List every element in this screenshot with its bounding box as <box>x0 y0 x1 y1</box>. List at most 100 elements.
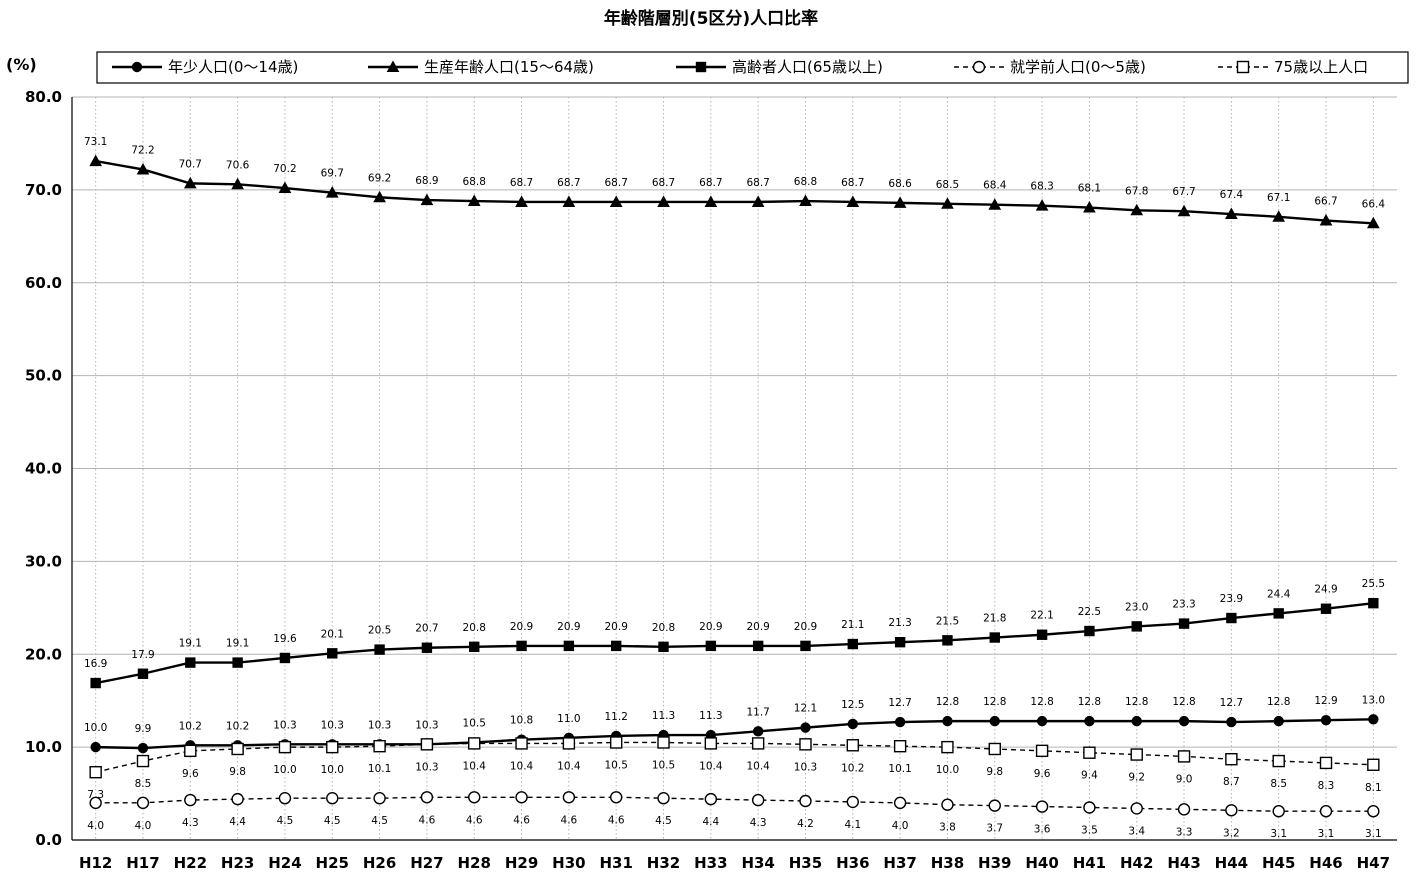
series-line <box>95 159 1374 225</box>
data-point <box>1177 803 1191 816</box>
data-label: 10.0 <box>936 764 959 776</box>
data-point <box>704 737 718 750</box>
data-point <box>1320 603 1332 614</box>
data-point <box>799 794 812 808</box>
data-label: 11.2 <box>605 711 628 723</box>
data-label: 68.7 <box>510 177 533 189</box>
axes: 0.0 10.0 20.0 30.0 40.0 50.0 60.0 70.0 80.0 H12 H1… <box>25 88 1397 872</box>
data-label: 68.7 <box>841 177 864 189</box>
data-point <box>89 766 102 779</box>
data-point <box>800 722 811 733</box>
data-label: 68.9 <box>415 175 438 187</box>
data-point <box>137 742 149 754</box>
data-point <box>515 791 528 804</box>
series-line <box>95 718 1374 750</box>
data-point <box>420 193 434 206</box>
data-label: 10.4 <box>463 760 487 772</box>
data-label: 4.5 <box>277 815 294 827</box>
data-label: 4.4 <box>702 816 719 828</box>
data-label: 3.7 <box>986 823 1003 835</box>
x-tick-label: H28 <box>458 854 491 872</box>
data-label: 20.1 <box>321 628 344 640</box>
data-label: 3.1 <box>1365 828 1382 840</box>
data-point <box>90 741 101 753</box>
data-label: 12.8 <box>1078 696 1101 708</box>
data-label: 67.8 <box>1125 185 1148 197</box>
series-layer: 10.0 9.9 10.2 10.2 10.3 10.3 10.3 10.3 10.5 10.8 1… <box>84 136 1385 840</box>
y-tick-label: 70.0 <box>25 181 62 199</box>
y-tick-label: 30.0 <box>25 552 62 570</box>
data-point <box>232 657 243 668</box>
data-label: 4.0 <box>135 820 152 832</box>
x-tick-label: H40 <box>1025 854 1058 872</box>
data-point <box>1083 746 1096 759</box>
data-label: 4.2 <box>797 818 814 830</box>
series-2: 73.1 72.2 70.7 70.6 70.2 69.7 69.2 68.9 68.8 68.7… <box>84 136 1385 229</box>
data-point <box>1272 210 1286 222</box>
data-label: 4.3 <box>182 817 199 829</box>
series-1: 10.0 9.9 10.2 10.2 10.3 10.3 10.3 10.3 10.5 10.8 1… <box>84 694 1385 754</box>
data-label: 20.8 <box>652 622 675 634</box>
legend-marker <box>1236 60 1250 74</box>
data-point <box>657 736 670 749</box>
data-point <box>942 715 953 727</box>
x-tick-label: H38 <box>931 854 964 872</box>
legend-box <box>96 51 1409 84</box>
data-label: 70.6 <box>226 159 250 171</box>
data-point <box>1226 716 1237 728</box>
data-point <box>799 738 812 751</box>
data-label: 10.3 <box>321 719 344 731</box>
data-point <box>657 792 670 805</box>
legend-label: 生産年齢人口(15～64歳) <box>424 58 594 76</box>
data-point <box>325 186 339 198</box>
data-label: 69.7 <box>321 168 344 180</box>
data-label: 9.8 <box>986 766 1003 778</box>
data-label: 68.1 <box>1078 183 1101 195</box>
x-tick-label: H37 <box>883 854 916 872</box>
data-point <box>894 636 906 648</box>
data-label: 10.5 <box>605 759 628 771</box>
data-point <box>989 715 1000 727</box>
x-tick-label: H22 <box>174 854 207 872</box>
data-label: 10.1 <box>368 763 391 775</box>
x-tick-label: H45 <box>1262 854 1295 872</box>
data-label: 10.8 <box>510 715 533 727</box>
data-label: 9.4 <box>1081 770 1098 782</box>
data-point <box>1083 801 1096 814</box>
data-label: 11.3 <box>652 710 675 722</box>
data-point <box>1319 756 1333 770</box>
x-tick-label: H17 <box>126 854 159 872</box>
data-point <box>1272 805 1285 818</box>
data-label: 10.2 <box>226 720 249 732</box>
data-point <box>515 195 528 207</box>
data-point <box>1225 804 1238 817</box>
data-label: 10.3 <box>415 761 438 773</box>
data-label: 3.1 <box>1270 828 1287 840</box>
data-label: 20.8 <box>463 622 486 634</box>
data-label: 19.1 <box>226 638 249 650</box>
y-tick-label: 40.0 <box>25 460 62 478</box>
data-point <box>185 657 196 668</box>
data-point <box>1225 752 1238 766</box>
legend-label: 75歳以上人口 <box>1274 58 1368 76</box>
series-3: 16.9 17.9 19.1 19.1 19.6 20.1 20.5 20.7 20.8 20.9… <box>84 578 1385 689</box>
data-label: 12.8 <box>983 696 1006 708</box>
data-label: 9.8 <box>229 766 246 778</box>
data-point <box>373 739 386 753</box>
data-label: 72.2 <box>131 144 154 156</box>
data-point <box>941 197 954 209</box>
data-point <box>326 740 339 754</box>
data-point <box>279 652 291 664</box>
data-label: 20.7 <box>415 623 438 635</box>
data-label: 10.0 <box>84 722 107 734</box>
data-point <box>231 792 244 806</box>
series-5: 7.3 8.5 9.6 9.8 10.0 10.0 10.1 10.3 10.4 10.4 10.4… <box>87 736 1382 801</box>
data-point <box>1035 744 1049 758</box>
x-tick-label: H39 <box>978 854 1011 872</box>
data-point <box>1035 800 1049 813</box>
data-point <box>89 796 102 810</box>
data-point <box>136 162 150 175</box>
series-line <box>95 601 1374 685</box>
data-point <box>609 791 623 804</box>
